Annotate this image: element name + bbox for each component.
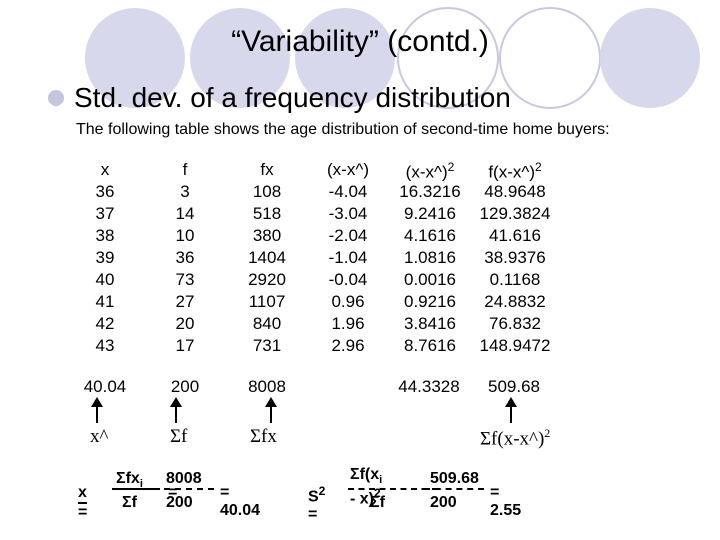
symbol-sumf: Σf — [170, 426, 188, 447]
table-cell: 1404 — [248, 248, 286, 267]
table-header: f(x-x^)2 — [488, 160, 542, 182]
table-cell: 8.7616 — [404, 336, 456, 355]
symbol-sumfsq: Σf(x-x^)2 — [480, 426, 551, 450]
mean-result: = 40.04 — [220, 484, 261, 519]
table-cell: 40 — [95, 270, 115, 289]
table-cell: 14 — [175, 204, 195, 223]
table-cell: 1107 — [248, 292, 286, 311]
table-cell: 24.8832 — [484, 292, 546, 311]
table-cell: -1.04 — [328, 248, 368, 267]
table-header: fx — [260, 160, 274, 179]
variance-lhs: S2 = — [308, 484, 326, 524]
mean-num2: 8008 — [166, 470, 202, 487]
table-cell: 129.3824 — [479, 204, 551, 223]
table-cell: 0.96 — [331, 292, 365, 311]
mean-denominator: Σf — [122, 494, 137, 511]
bullet-item: Std. dev. of a frequency distribution — [48, 82, 511, 114]
total-fx: 8008 — [248, 377, 286, 396]
table-cell: -4.04 — [328, 182, 368, 201]
variance-num2: 509.68 — [430, 470, 479, 487]
mean-numerator: Σfxi — [116, 470, 143, 491]
table-cell: 1.96 — [331, 314, 365, 333]
table-cell: 38 — [95, 226, 115, 245]
table-cell: 731 — [252, 336, 282, 355]
table-cell: 37 — [95, 204, 115, 223]
total-f: 200 — [170, 377, 200, 396]
symbol-sumfx: Σfx — [250, 426, 277, 447]
table-cell: 148.9472 — [479, 336, 551, 355]
table-header: f — [182, 160, 188, 179]
table-cell: 3.8416 — [404, 314, 456, 333]
bullet-icon — [48, 90, 64, 106]
table-cell: 38.9376 — [484, 248, 546, 267]
subtitle: The following table shows the age distri… — [76, 121, 610, 138]
table-header: x — [100, 160, 110, 179]
table-cell: 76.832 — [489, 314, 541, 333]
table-cell: 1.0816 — [404, 248, 456, 267]
mean-eq: = — [168, 484, 178, 501]
table-cell: 3 — [180, 182, 190, 201]
table-cell: 380 — [252, 226, 282, 245]
table-cell: 27 — [175, 292, 195, 311]
table-cell: -3.04 — [328, 204, 368, 223]
table-cell: 17 — [175, 336, 195, 355]
table-cell: 41 — [95, 292, 115, 311]
table-cell: 518 — [252, 204, 282, 223]
frequency-table: x f fx (x-x^) (x-x^)2 f(x-x^)2 36 3 108 -4.04 16.3… — [60, 156, 640, 356]
table-cell: -0.04 — [328, 270, 368, 289]
table-cell: 0.0016 — [404, 270, 456, 289]
table-cell: 0.9216 — [404, 292, 456, 311]
table-cell: 43 — [95, 336, 115, 355]
table-cell: 4.1616 — [404, 226, 456, 245]
table-cell: 108 — [252, 182, 282, 201]
fraction-line — [112, 488, 160, 490]
table-cell: 16.3216 — [399, 182, 461, 201]
table-cell: 73 — [175, 270, 195, 289]
bullet-text: Std. dev. of a frequency distribution — [74, 82, 511, 113]
decorative-circles — [85, 7, 700, 109]
table-cell: 9.2416 — [404, 204, 456, 223]
mean-den2: 200 — [166, 494, 193, 511]
table-cell: 41.616 — [489, 226, 541, 245]
mean-lhs: x = — [78, 484, 88, 521]
variance-result: = 2.55 — [490, 484, 522, 519]
table-cell: 39 — [95, 248, 115, 267]
table-header: (x-x^)2 — [405, 160, 455, 182]
arrow-up-icon — [91, 397, 103, 423]
fraction-line — [424, 488, 484, 490]
total-fsq: 509.68 — [488, 377, 540, 396]
table-header: (x-x^) — [327, 160, 369, 179]
fraction-line — [164, 488, 214, 490]
total-x: 40.04 — [83, 377, 127, 396]
symbol-xhat: x^ — [90, 426, 109, 447]
arrow-up-icon — [265, 397, 277, 423]
fraction-line — [348, 488, 438, 490]
table-cell: 0.1168 — [489, 270, 541, 289]
arrow-up-icon — [170, 397, 182, 423]
arrow-up-icon — [505, 397, 517, 423]
table-cell: 10 — [175, 226, 195, 245]
table-cell: -2.04 — [328, 226, 368, 245]
table-cell: 36 — [175, 248, 195, 267]
table-cell: 2.96 — [331, 336, 365, 355]
slide-title: “Variability” (contd.) — [231, 25, 489, 58]
variance-denominator: Σf — [370, 494, 385, 511]
variance-den2: 200 — [430, 494, 457, 511]
table-cell: 840 — [252, 314, 282, 333]
table-cell: 48.9648 — [484, 182, 546, 201]
variance-numerator: Σf(xi - x)2 — [350, 466, 383, 508]
table-cell: 2920 — [248, 270, 286, 289]
table-cell: 20 — [175, 314, 195, 333]
table-cell: 42 — [95, 314, 115, 333]
total-sq: 44.3328 — [398, 377, 460, 396]
table-cell: 36 — [95, 182, 115, 201]
